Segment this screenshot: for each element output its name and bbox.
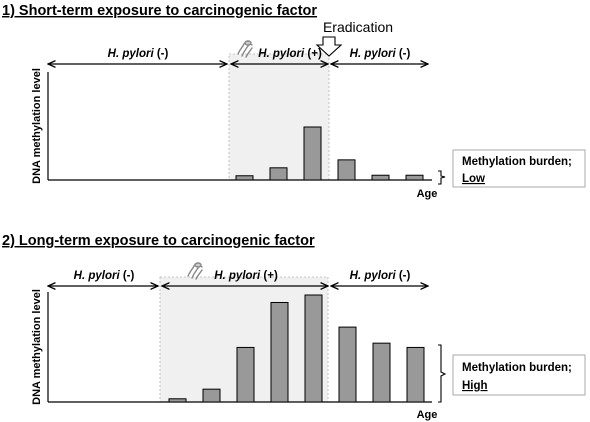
period-label-after: H. pylori (-): [350, 270, 411, 282]
h-pylori-bacterium-icon: [237, 40, 253, 58]
period-label-before: H. pylori (-): [108, 48, 169, 60]
burden-box: [452, 354, 586, 396]
methylation-bar: [303, 126, 322, 181]
methylation-bar: [270, 301, 289, 403]
methylation-bar: [372, 342, 391, 403]
y-axis-label: DNA methylation level: [31, 68, 43, 184]
burden-label: Methylation burden;: [462, 362, 572, 374]
period-label-infected: H. pylori (+): [258, 48, 322, 60]
panel-short-term: 1) Short-term exposure to carcinogenic f…: [2, 3, 586, 200]
methylation-bar: [371, 174, 390, 181]
h-pylori-bacterium-icon: [187, 262, 203, 280]
x-axis-label: Age: [417, 188, 438, 200]
methylation-bar: [202, 388, 221, 403]
methylation-bars-long: [168, 294, 425, 403]
methylation-bar: [338, 326, 357, 403]
methylation-bar: [405, 174, 424, 181]
burden-level: Low: [462, 173, 485, 185]
panel-2-title: 2) Long-term exposure to carcinogenic fa…: [2, 233, 315, 249]
methylation-bar: [236, 346, 255, 403]
burden-label: Methylation burden;: [462, 156, 572, 168]
methylation-bar: [269, 167, 288, 181]
period-label-before: H. pylori (-): [74, 270, 135, 282]
burden-level: High: [462, 380, 488, 392]
y-axis-label: DNA methylation level: [31, 289, 43, 405]
methylation-bar: [168, 398, 187, 403]
period-label-infected: H. pylori (+): [214, 270, 278, 282]
x-axis-label: Age: [417, 409, 438, 421]
eradication-label: Eradication: [323, 19, 393, 35]
methylation-bar: [304, 294, 323, 403]
burden-box: [452, 149, 586, 188]
methylation-bars-short: [235, 126, 424, 181]
methylation-bar: [406, 346, 425, 403]
panel-1-title: 1) Short-term exposure to carcinogenic f…: [2, 3, 317, 19]
burden-brace: [438, 344, 447, 403]
period-label-after: H. pylori (-): [350, 48, 411, 60]
panel-long-term: 2) Long-term exposure to carcinogenic fa…: [2, 233, 586, 421]
methylation-bar: [337, 159, 356, 181]
burden-brace: [438, 170, 446, 185]
eradication-arrow-icon: [315, 36, 343, 57]
methylation-bar: [235, 175, 254, 181]
